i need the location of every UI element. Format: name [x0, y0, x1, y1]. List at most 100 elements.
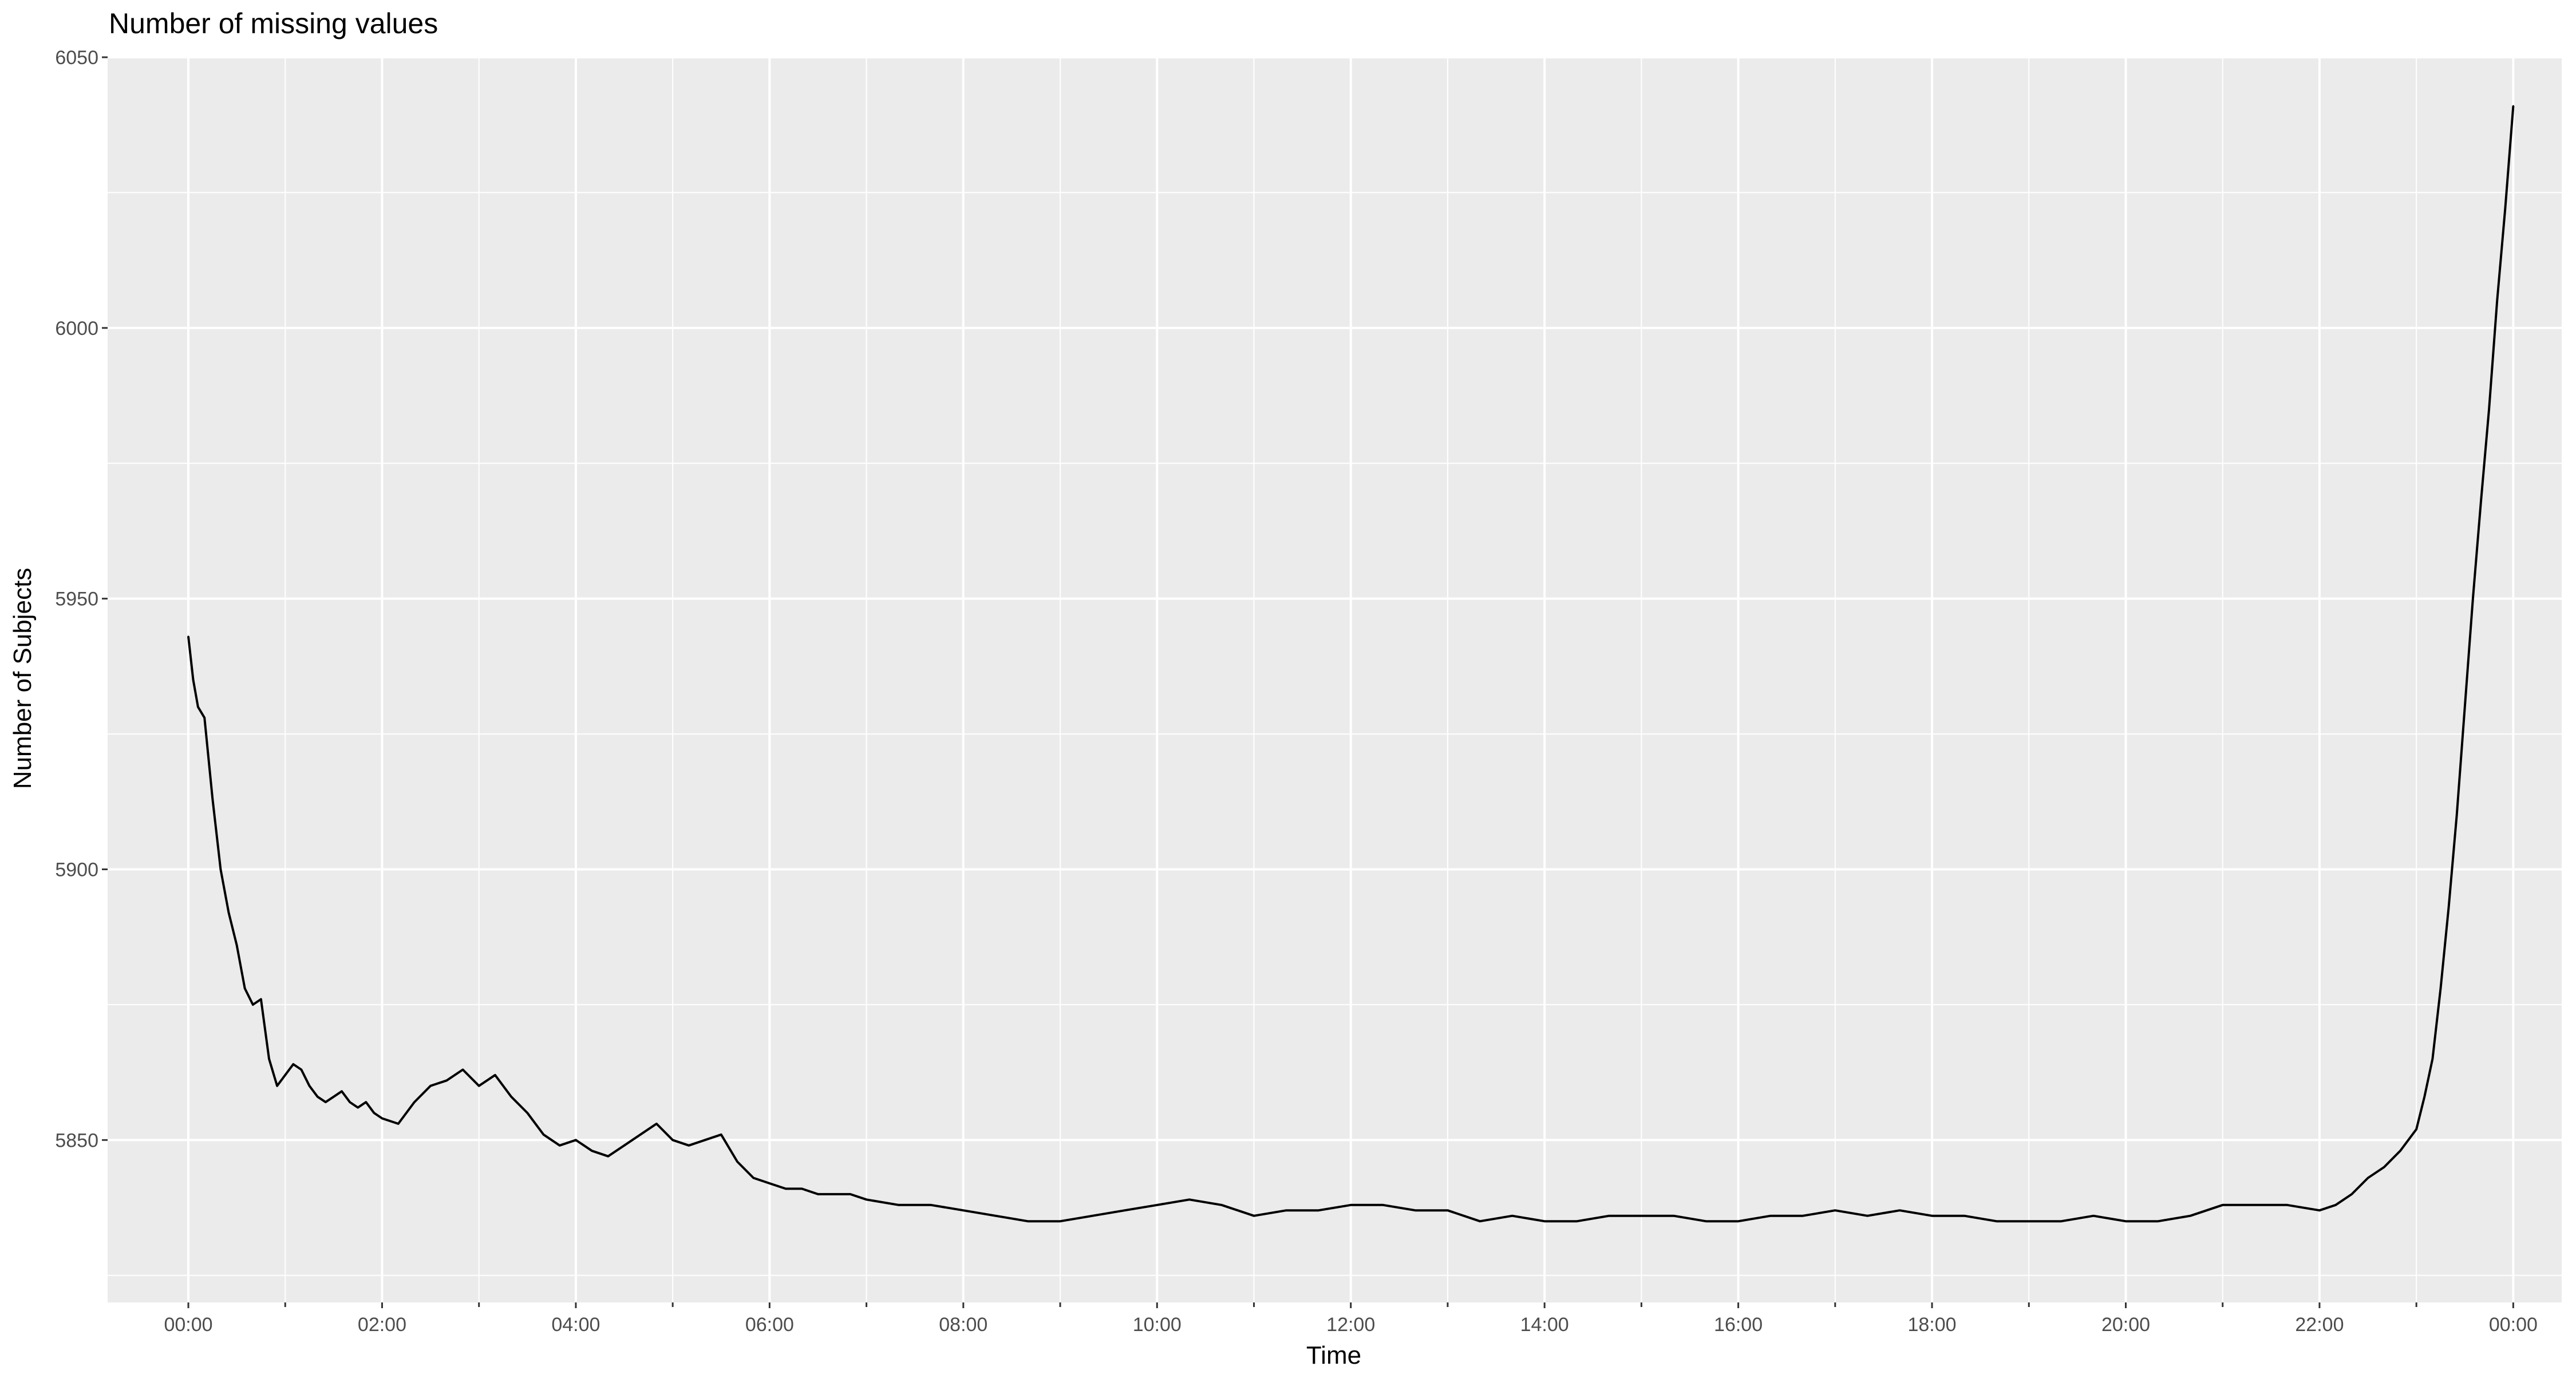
y-axis: 5850 5900 5950 6000 6050	[55, 47, 108, 1151]
data-point	[2189, 1215, 2191, 1217]
data-point	[2472, 598, 2474, 600]
data-point	[1737, 1220, 1740, 1222]
data-point	[1543, 1220, 1546, 1222]
data-point	[688, 1144, 690, 1147]
x-tick-label: 20:00	[2101, 1314, 2150, 1336]
data-point	[768, 1182, 771, 1185]
data-point	[543, 1134, 544, 1136]
data-point	[1931, 1215, 1933, 1217]
data-point	[2399, 1150, 2401, 1152]
data-point	[2512, 105, 2514, 107]
data-point	[607, 1155, 609, 1158]
data-point	[2440, 988, 2441, 989]
data-point	[510, 1096, 512, 1098]
data-point	[2286, 1204, 2288, 1206]
data-point	[276, 1085, 278, 1087]
chart-title: Number of missing values	[109, 7, 438, 40]
data-point	[2254, 1204, 2256, 1206]
data-point	[341, 1090, 343, 1092]
data-point	[1124, 1209, 1126, 1211]
data-point	[1415, 1209, 1416, 1211]
data-point	[1059, 1220, 1061, 1222]
data-point	[526, 1112, 528, 1114]
data-point	[2350, 1193, 2353, 1195]
data-point	[325, 1101, 327, 1103]
data-point	[2448, 906, 2450, 909]
data-point	[1866, 1215, 1868, 1217]
data-point	[268, 1058, 270, 1060]
data-point	[2504, 208, 2506, 210]
data-point	[1220, 1204, 1223, 1206]
data-point	[1963, 1215, 1965, 1217]
plot-panel	[108, 57, 2562, 1302]
data-point	[833, 1193, 835, 1195]
data-point	[1479, 1220, 1481, 1222]
data-point	[1511, 1215, 1514, 1217]
data-point	[228, 911, 230, 914]
data-point	[2125, 1220, 2127, 1222]
data-point	[591, 1150, 593, 1152]
data-point	[1285, 1209, 1287, 1211]
data-point	[357, 1107, 359, 1109]
data-point	[1769, 1215, 1772, 1217]
data-point	[197, 706, 199, 708]
x-tick-label: 22:00	[2295, 1314, 2344, 1336]
data-point	[317, 1096, 319, 1098]
data-point	[203, 717, 206, 719]
data-point	[866, 1198, 868, 1201]
data-point	[752, 1177, 754, 1179]
y-tick-label: 5900	[55, 859, 98, 881]
x-axis-label: Time	[1306, 1341, 1361, 1369]
x-tick-label: 06:00	[745, 1314, 794, 1336]
data-point	[2480, 500, 2482, 502]
data-point	[349, 1101, 351, 1103]
data-point	[1801, 1215, 1804, 1217]
data-point	[2060, 1220, 2063, 1222]
data-point	[2383, 1166, 2385, 1168]
data-point	[1317, 1209, 1319, 1211]
data-point	[671, 1139, 674, 1141]
data-point	[1576, 1220, 1578, 1222]
data-point	[639, 1134, 642, 1136]
data-point	[1350, 1204, 1352, 1206]
data-point	[219, 868, 222, 870]
x-tick-label: 16:00	[1714, 1314, 1763, 1336]
data-point	[2431, 1058, 2433, 1060]
data-point	[292, 1063, 294, 1065]
data-point	[429, 1085, 432, 1087]
data-point	[1640, 1215, 1642, 1217]
data-point	[785, 1187, 787, 1190]
data-point	[365, 1101, 367, 1103]
data-point	[2222, 1204, 2224, 1206]
data-point	[413, 1101, 416, 1103]
data-point	[655, 1123, 658, 1125]
x-axis: 00:00 02:00 04:00 06:00 08:00 10:00 12:00 14:00…	[164, 1302, 2538, 1336]
x-tick-label: 02:00	[358, 1314, 406, 1336]
series-layer	[187, 105, 2515, 1223]
x-tick-label: 00:00	[164, 1314, 212, 1336]
data-point	[898, 1204, 900, 1206]
data-point	[1608, 1215, 1610, 1217]
data-point	[1188, 1198, 1191, 1201]
data-point	[1253, 1215, 1255, 1217]
data-point	[300, 1068, 302, 1071]
data-point	[2464, 706, 2466, 708]
y-axis-label: Number of Subjects	[9, 568, 37, 789]
data-point	[445, 1079, 448, 1081]
data-point	[720, 1134, 722, 1136]
data-point	[801, 1187, 803, 1190]
x-tick-label: 18:00	[1907, 1314, 1956, 1336]
data-point	[962, 1209, 965, 1211]
data-point	[494, 1074, 496, 1076]
data-point	[462, 1068, 464, 1071]
data-point	[994, 1215, 997, 1217]
data-point	[2334, 1204, 2337, 1206]
data-point	[1382, 1204, 1384, 1206]
data-point	[1899, 1209, 1901, 1211]
y-tick-label: 6050	[55, 47, 98, 69]
data-point	[373, 1112, 375, 1114]
minor-gridlines	[108, 57, 2562, 1302]
data-point	[2092, 1215, 2095, 1217]
x-tick-label: 12:00	[1326, 1314, 1375, 1336]
